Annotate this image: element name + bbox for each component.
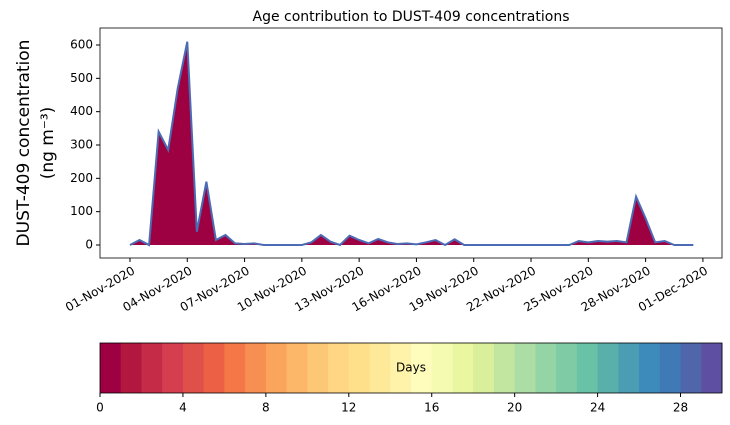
colorbar-cell <box>659 343 682 393</box>
colorbar-tick-label: 16 <box>424 401 439 415</box>
y-axis-label: (ng m⁻³) <box>38 107 58 180</box>
colorbar-cell <box>162 343 184 393</box>
colorbar-tick-label: 28 <box>673 401 688 415</box>
plot-frame <box>99 27 723 259</box>
colorbar-cell <box>286 343 308 393</box>
colorbar-cell <box>576 343 599 393</box>
colorbar-cell <box>203 343 225 393</box>
colorbar-cell <box>452 343 474 393</box>
colorbar-cell <box>701 343 723 393</box>
y-tick-label: 0 <box>85 238 93 252</box>
colorbar-cell <box>100 343 122 393</box>
colorbar-cell <box>120 343 142 393</box>
colorbar-cell <box>224 343 246 393</box>
colorbar-cell <box>493 343 516 393</box>
y-tick-label: 300 <box>70 138 93 152</box>
colorbar-tick-label: 20 <box>507 401 522 415</box>
y-tick-label: 100 <box>70 204 93 218</box>
area-outline <box>129 41 694 247</box>
colorbar-frame <box>99 342 723 394</box>
colorbar-cell <box>680 343 702 393</box>
y-tick-label: 500 <box>70 71 93 85</box>
colorbar-tick-label: 12 <box>341 401 356 415</box>
y-axis-label: DUST-409 concentration <box>14 40 34 247</box>
colorbar-cell <box>597 343 619 393</box>
colorbar-cell <box>514 343 536 393</box>
y-tick-label: 400 <box>70 104 93 118</box>
colorbar-cell <box>328 343 350 393</box>
colorbar-cell <box>182 343 205 393</box>
y-tick-label: 200 <box>70 171 93 185</box>
chart-title: Age contribution to DUST-409 concentrati… <box>253 9 570 25</box>
colorbar-label: Days <box>396 361 426 375</box>
colorbar-tick-label: 0 <box>96 401 104 415</box>
colorbar-cell <box>473 343 495 393</box>
colorbar-cell <box>265 343 288 393</box>
colorbar-tick-label: 4 <box>179 401 187 415</box>
colorbar-cell <box>390 343 412 393</box>
area <box>129 41 694 245</box>
colorbar-cell <box>348 343 371 393</box>
colorbar-cell <box>411 343 433 393</box>
colorbar-cell <box>618 343 640 393</box>
colorbar-tick-label: 24 <box>590 401 605 415</box>
colorbar-cell <box>431 343 453 393</box>
y-tick-label: 600 <box>70 38 93 52</box>
colorbar-cell <box>535 343 557 393</box>
colorbar-cell <box>141 343 163 393</box>
colorbar-cell <box>307 343 329 393</box>
colorbar-cell <box>639 343 661 393</box>
colorbar-cell <box>369 343 391 393</box>
colorbar-tick-label: 8 <box>262 401 270 415</box>
colorbar-cell <box>556 343 578 393</box>
colorbar-cell <box>245 343 267 393</box>
